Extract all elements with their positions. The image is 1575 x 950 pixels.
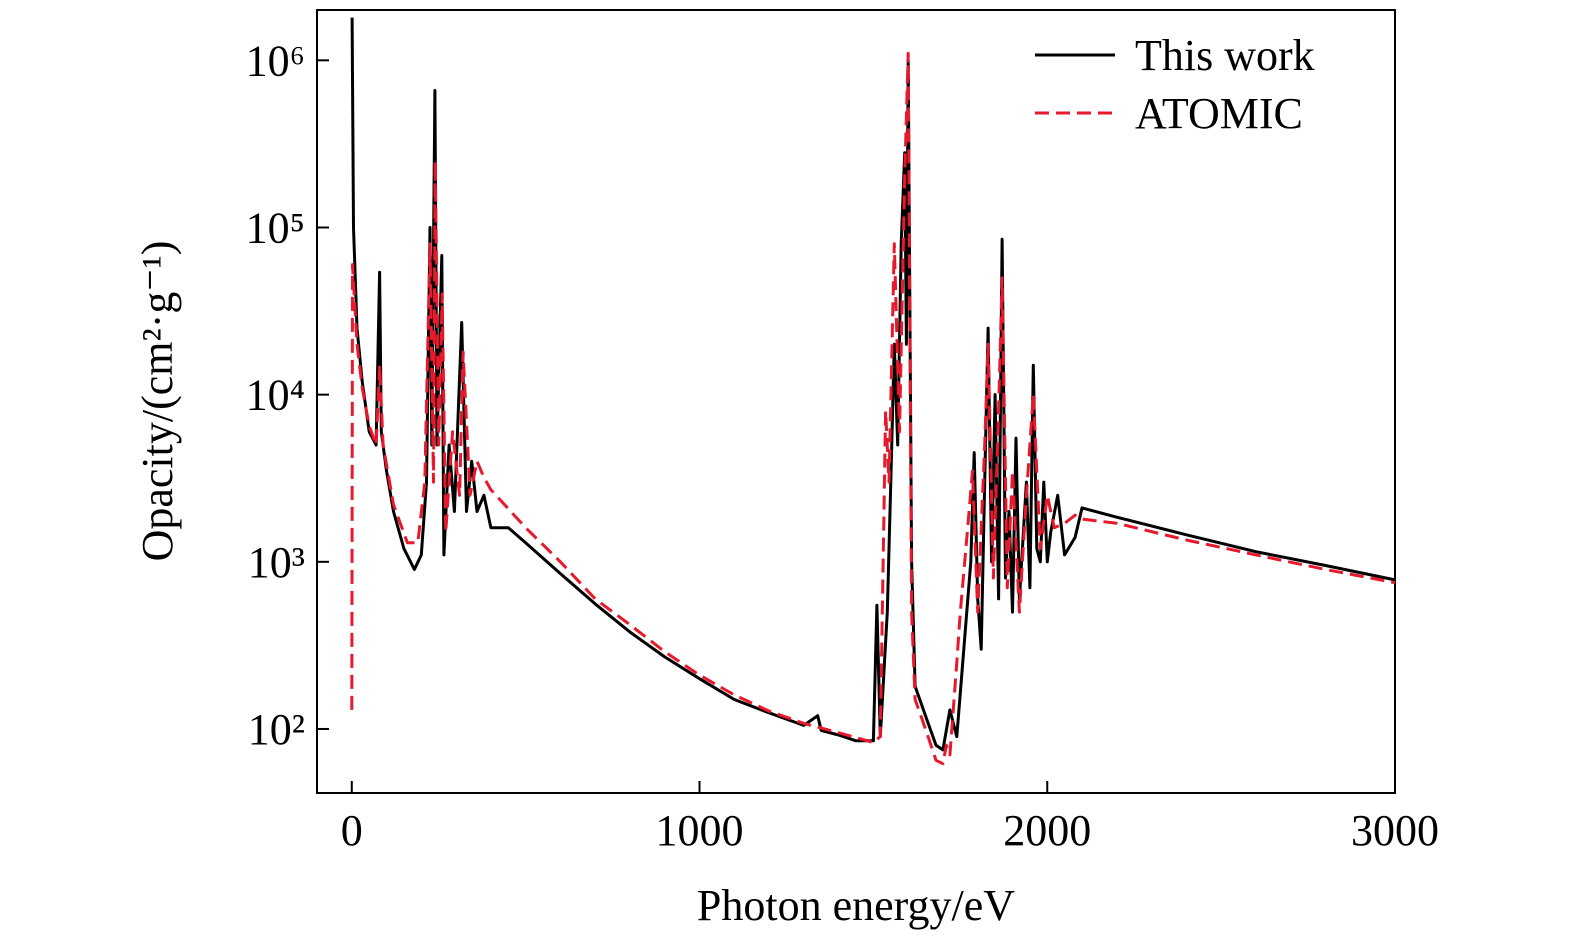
plot-frame <box>316 9 1396 794</box>
x-tick-label: 1000 <box>656 806 744 855</box>
legend-label: This work <box>1135 31 1315 80</box>
x-tick-label: 0 <box>341 806 363 855</box>
y-tick-label: 10³ <box>248 538 305 587</box>
y-tick-label: 10² <box>248 705 305 754</box>
y-axis-label: Opacity/(cm²·g⁻¹) <box>133 241 182 562</box>
legend-label: ATOMIC <box>1135 89 1303 138</box>
y-tick-label: 10⁶ <box>246 36 305 85</box>
x-axis-label: Photon energy/eV <box>697 881 1015 930</box>
y-tick-label: 10⁵ <box>246 203 305 252</box>
x-tick-label: 2000 <box>1003 806 1091 855</box>
x-tick-label: 3000 <box>1351 806 1439 855</box>
series-line <box>350 17 1396 752</box>
y-tick-label: 10⁴ <box>246 371 305 420</box>
series-line <box>350 51 1396 766</box>
